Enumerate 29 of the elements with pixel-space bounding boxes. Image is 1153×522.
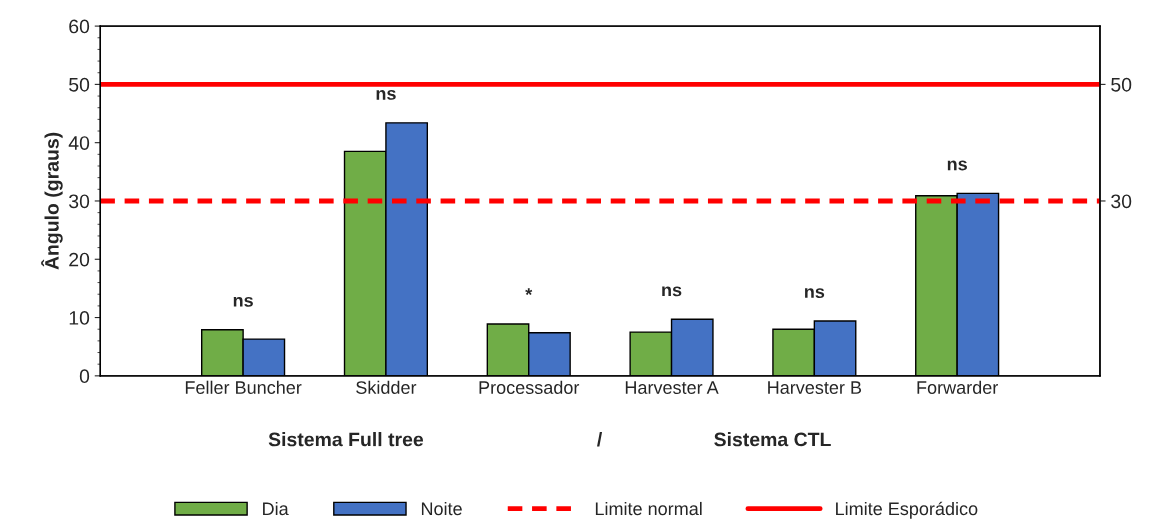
y-tick-label: 60 xyxy=(69,19,90,34)
x-tick-label: Skidder xyxy=(356,380,417,394)
x-tick-label: Forwarder xyxy=(917,380,998,394)
legend-label: Dia xyxy=(263,501,289,516)
y2-tick-label: 30 xyxy=(1111,194,1132,209)
text: Sistema Full tree xyxy=(268,432,424,447)
text: Sistema CTL xyxy=(714,432,831,447)
annotation: ns xyxy=(947,160,967,171)
legend-label: Noite xyxy=(421,501,462,516)
annotation: ns xyxy=(805,288,825,299)
x-tick-label: Feller Buncher xyxy=(185,380,302,394)
annotation: ns xyxy=(662,286,682,297)
y-tick-label: 30 xyxy=(69,194,90,209)
legend-label: Limite Esporádico xyxy=(836,501,978,519)
x-tick-label: Harvester B xyxy=(768,381,862,394)
text: / xyxy=(597,432,603,447)
y-tick-label: 10 xyxy=(69,311,90,325)
y2-tick-label: 50 xyxy=(1111,77,1132,92)
legend-label: Limite normal xyxy=(595,501,702,516)
annotation: * xyxy=(525,288,533,296)
y-tick-label: 0 xyxy=(79,369,90,384)
annotation: ns xyxy=(233,296,253,307)
y-tick-label: 40 xyxy=(68,136,90,150)
x-tick-label: Processador xyxy=(479,380,580,394)
y-tick-label: 50 xyxy=(69,77,90,92)
annotation: ns xyxy=(376,89,396,100)
y-tick-label: 20 xyxy=(69,252,90,267)
x-tick-label: Harvester A xyxy=(625,381,719,394)
y-axis-title: Ângulo (graus) xyxy=(41,132,63,270)
